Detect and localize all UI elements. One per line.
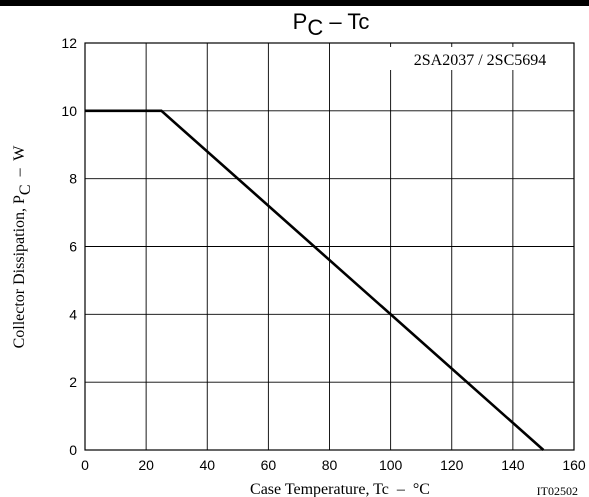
x-tick-label-140: 140: [501, 457, 525, 473]
y-tick-label-8: 8: [69, 171, 77, 187]
x-tick-label-0: 0: [81, 457, 89, 473]
y-tick-label-6: 6: [69, 239, 77, 255]
y-tick-label-12: 12: [61, 35, 77, 51]
x-tick-label-80: 80: [322, 457, 338, 473]
x-tick-label-60: 60: [261, 457, 277, 473]
figure-code: IT02502: [537, 484, 578, 497]
chart-title: PC – Tc: [293, 9, 370, 40]
grid: [85, 43, 574, 450]
x-tick-label-20: 20: [138, 457, 154, 473]
device-label: 2SA2037 / 2SC5694: [414, 52, 546, 69]
device-label-box: [388, 47, 570, 70]
y-tick-label-0: 0: [69, 442, 77, 458]
y-axis-label: Collector Dissipation, PC – W: [11, 145, 34, 349]
x-tick-label-100: 100: [379, 457, 403, 473]
plot-frame: [84, 42, 575, 451]
y-tick-labels: 0 2 4 6 8 10 12: [61, 35, 77, 458]
series-group: [85, 109, 545, 451]
x-axis-label: Case Temperature, Tc – °C: [250, 481, 430, 497]
x-tick-label-40: 40: [199, 457, 215, 473]
series-line-0: [85, 109, 545, 451]
top-rule: [0, 0, 589, 6]
x-tick-labels: 0 20 40 60 80 100 120 140 160: [81, 457, 586, 473]
y-tick-label-4: 4: [69, 306, 77, 322]
y-tick-label-2: 2: [69, 374, 77, 390]
y-tick-label-10: 10: [61, 103, 77, 119]
x-tick-label-160: 160: [562, 457, 586, 473]
x-tick-label-120: 120: [440, 457, 464, 473]
